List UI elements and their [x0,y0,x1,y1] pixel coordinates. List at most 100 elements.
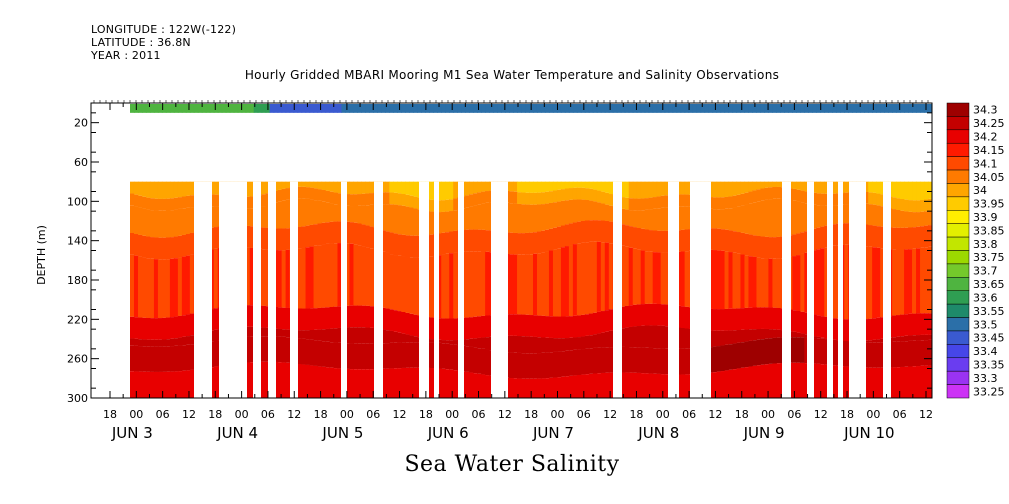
x-tick-label: 12 [919,408,933,421]
salinity-cell [556,201,562,227]
salinity-cell [872,367,877,398]
salinity-cell [365,369,371,398]
salinity-cell [301,338,307,365]
salinity-cell [568,337,574,351]
salinity-cell [820,181,825,194]
salinity-cell [321,189,327,202]
salinity-cell [772,186,777,199]
salinity-cell [652,197,658,209]
salinity-cell [560,351,566,377]
salinity-cell [920,226,925,248]
salinity-cell [748,234,754,257]
salinity-cell [620,306,626,329]
salinity-cell [572,244,578,316]
salinity-cell [333,221,339,244]
salinity-cell [772,258,777,308]
salinity-cell [776,236,781,259]
surface-cell [269,103,275,113]
salinity-cell [509,352,514,379]
salinity-cell [409,235,414,258]
salinity-cell [165,346,171,372]
salinity-cell [876,367,881,398]
salinity-cell [548,337,554,353]
salinity-cell [437,368,442,398]
salinity-cell [305,364,311,398]
surface-cell [724,103,730,113]
salinity-cell [281,362,287,398]
salinity-cell [712,330,718,347]
salinity-cell [469,194,474,207]
salinity-cell [357,194,363,206]
salinity-cell [880,367,885,398]
salinity-cell [149,258,155,319]
salinity-cell [636,228,642,250]
salinity-cell [824,181,829,194]
surface-cell [860,103,865,113]
salinity-cell [740,329,746,343]
salinity-cell [389,330,394,343]
salinity-cell [684,206,690,230]
salinity-cell [556,189,562,202]
salinity-cell [449,340,454,345]
salinity-cell [900,314,905,337]
salinity-cell [568,199,574,224]
salinity-cell [820,337,825,339]
colorbar-label: 33.3 [973,372,998,385]
salinity-cell [130,233,135,255]
x-tick-label: 06 [893,408,907,421]
salinity-cell [249,208,255,227]
missing-data-gap [253,181,261,398]
salinity-cell [385,204,390,232]
salinity-cell [656,348,662,374]
surface-cell [285,103,291,113]
salinity-cell [509,254,514,315]
salinity-cell [245,247,251,306]
salinity-cell [165,339,171,347]
salinity-cell [429,256,434,318]
salinity-cell [409,207,414,236]
salinity-cell [908,335,913,341]
salinity-cell [920,181,925,201]
salinity-cell [632,248,638,305]
surface-cell [345,103,351,113]
salinity-cell [405,367,410,398]
salinity-cell [736,308,742,330]
surface-cell [221,103,227,113]
surface-cell [341,103,347,113]
surface-cell [381,103,386,113]
salinity-cell [181,234,187,257]
salinity-cell [529,181,534,193]
salinity-cell [756,365,762,398]
salinity-cell [624,327,630,348]
salinity-cell [560,316,566,339]
salinity-cell [748,340,754,367]
salinity-cell [868,318,873,341]
salinity-cell [868,181,873,193]
salinity-cell [297,186,303,199]
salinity-cell [880,206,885,227]
salinity-cell [536,253,542,316]
salinity-cell [381,307,386,330]
salinity-cell [153,181,159,199]
salinity-cell [181,336,187,346]
salinity-cell [397,205,402,235]
salinity-cell [532,181,538,193]
salinity-cell [365,327,371,344]
surface-cell [748,103,754,113]
salinity-cell [540,204,546,231]
salinity-cell [592,220,598,242]
salinity-cell [608,194,614,206]
salinity-cell [592,312,598,335]
y-tick-label: 100 [67,195,88,208]
salinity-cell [513,203,518,233]
salinity-cell [473,205,478,230]
surface-cell [888,103,893,113]
salinity-cell [185,207,191,234]
surface-cell [441,103,446,113]
salinity-cell [389,192,394,205]
x-tick-label: 06 [577,408,591,421]
surface-cell [145,103,151,113]
salinity-cell [181,370,187,398]
colorbar-label: 33.6 [973,291,998,304]
salinity-cell [169,258,175,318]
